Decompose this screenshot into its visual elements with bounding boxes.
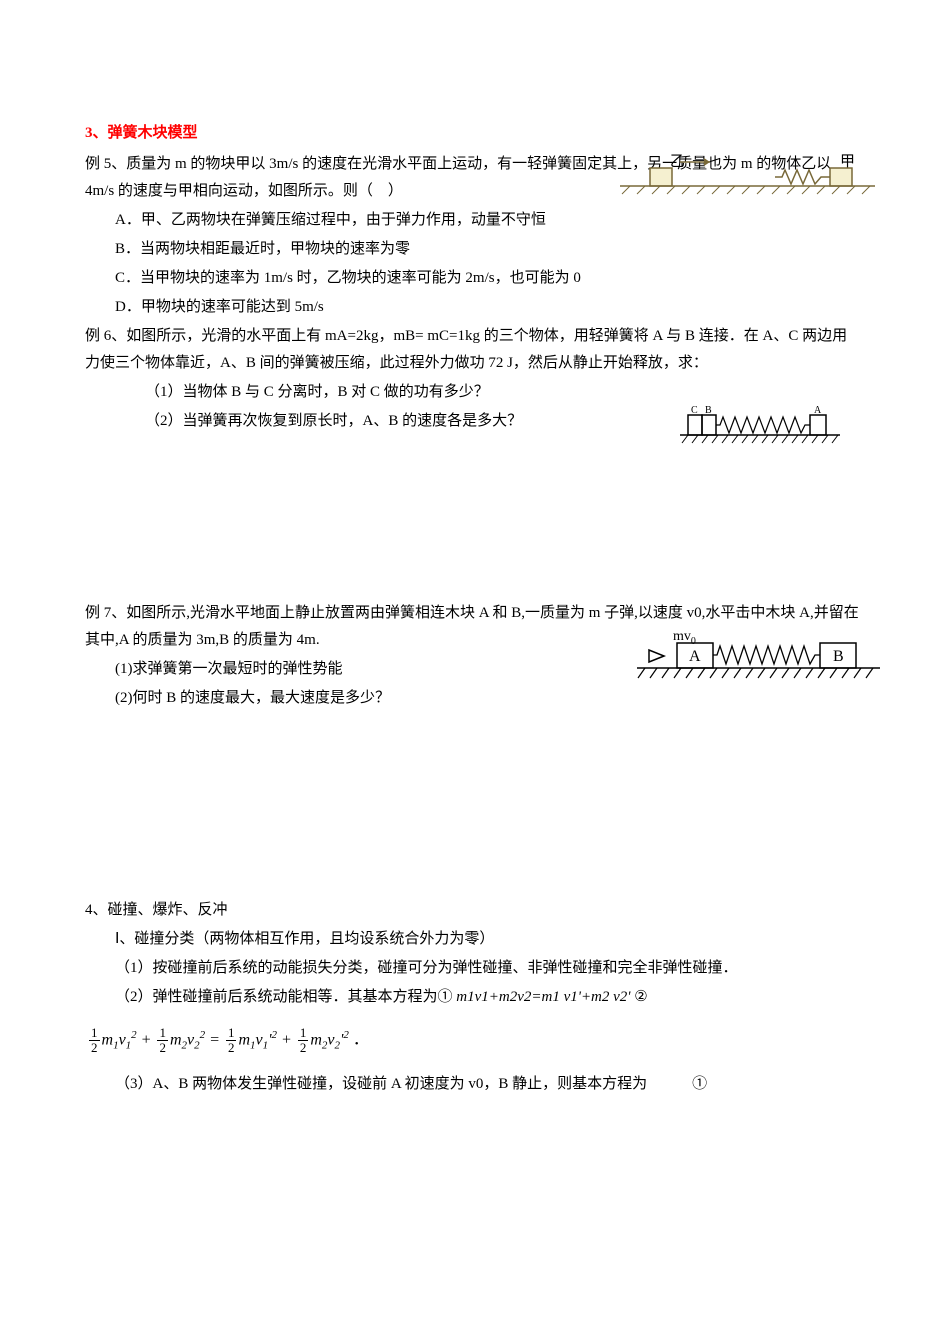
fig2-hatches (682, 435, 838, 443)
figure-spring-blocks-3: mv0 A B (635, 628, 885, 698)
ex6-q1: （1）当物体 B 与 C 分离时，B 对 C 做的功有多少？ (85, 379, 860, 406)
figure-spring-blocks-1: 乙 甲 (620, 150, 875, 208)
section4-p3: （3）A、B 两物体发生弹性碰撞，设碰前 A 初速度为 v0，B 静止，则基本方… (85, 1071, 860, 1098)
ex5-optB: B．当两物块相距最近时，甲物块的速率为零 (85, 236, 860, 263)
fig3-label-b: B (833, 648, 844, 665)
section4-p1: （1）按碰撞前后系统的动能损失分类，碰撞可分为弹性碰撞、非弹性碰撞和完全非弹性碰… (85, 955, 860, 982)
ex6-intro: 例 6、如图所示，光滑的水平面上有 mA=2kg，mB= mC=1kg 的三个物… (85, 323, 860, 377)
fig2-label-a: A (814, 405, 822, 416)
section4-p2: （2）弹性碰撞前后系统动能相等．其基本方程为① m1v1+m2v2=m1 v1'… (85, 984, 860, 1011)
section4-sub1: Ⅰ、碰撞分类（两物体相互作用，且均设系统合外力为零） (85, 926, 860, 953)
section4-p2c: ② (631, 989, 648, 1005)
ex5-optC: C．当甲物块的速率为 1m/s 时，乙物块的速率可能为 2m/s，也可能为 0 (85, 265, 860, 292)
section4-p2b: m1v1+m2v2=m1 v1'+m2 v2' (456, 989, 630, 1005)
kinetic-energy-equation: 12m1v12 + 12m2v22 = 12m1v1'2 + 12m2v2'2 … (87, 1026, 860, 1056)
figure-spring-blocks-2: C B A (670, 405, 850, 460)
fig1-block-left (650, 168, 672, 186)
fig3-hatches (638, 668, 873, 678)
section4-title: 4、碰撞、爆炸、反冲 (85, 897, 860, 924)
fig3-spring (713, 646, 820, 664)
fig2-spring (716, 417, 810, 433)
fig3-bullet (649, 650, 664, 662)
ex5-optA: A．甲、乙两物块在弹簧压缩过程中，由于弹力作用，动量不守恒 (85, 207, 860, 234)
ex5-optD: D．甲物块的速率可能达到 5m/s (85, 294, 860, 321)
fig2-label-c: C (691, 405, 698, 416)
fig2-label-b: B (705, 405, 712, 416)
fig1-spring (775, 170, 830, 184)
fig3-label-a: A (689, 648, 701, 665)
fig2-block-c (688, 415, 702, 435)
fig2-block-b (702, 415, 716, 435)
fig1-hatches (622, 186, 870, 194)
fig1-arrow-head (704, 158, 710, 166)
section4-p2a: （2）弹性碰撞前后系统动能相等．其基本方程为① (115, 989, 456, 1005)
fig1-block-right (830, 168, 852, 186)
section3-title: 3、弹簧木块模型 (85, 120, 860, 147)
fig2-block-a (810, 415, 826, 435)
